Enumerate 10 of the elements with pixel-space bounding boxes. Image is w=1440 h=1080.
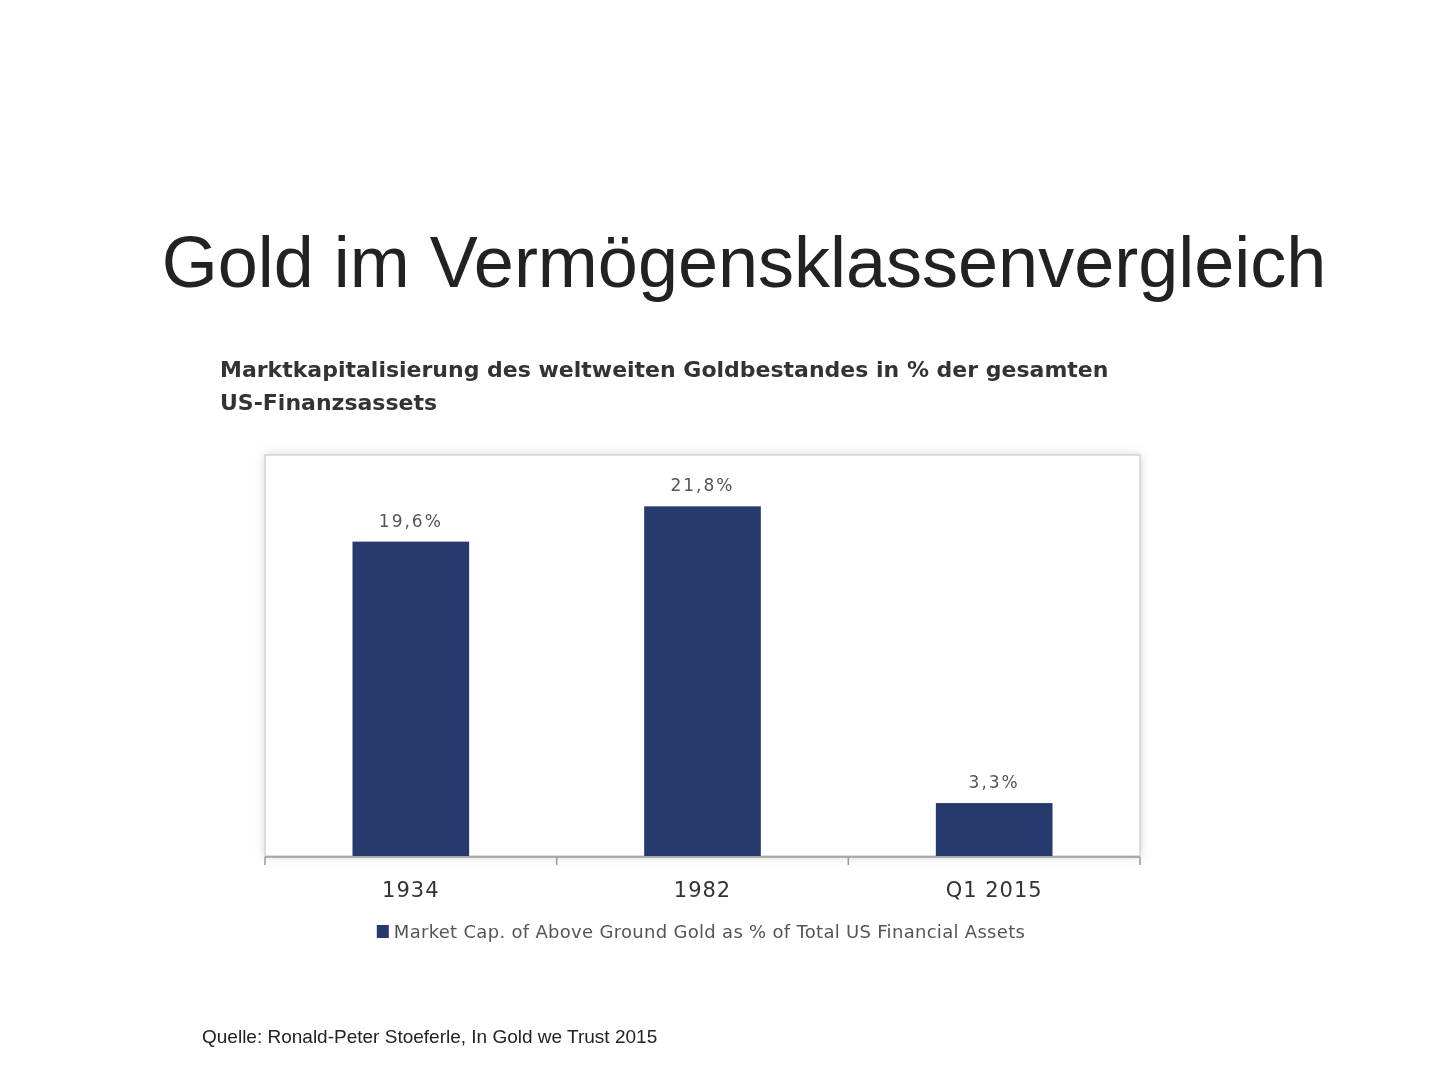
- legend-label: Market Cap. of Above Ground Gold as % of Total US Financial Assets: [393, 921, 1026, 942]
- x-tick-label: Q1 2015: [945, 878, 1043, 902]
- source-note: Quelle: Ronald-Peter Stoeferle, In Gold we Trust 2015: [202, 1026, 658, 1047]
- data-label: 3,3%: [968, 772, 1020, 793]
- chart-title: Gold im Vermögensklassenvergleich: [161, 222, 1327, 302]
- data-label: 19,6%: [378, 510, 443, 531]
- x-tick-label: 1982: [673, 878, 732, 902]
- chart-subtitle: Marktkapitalisierung des weltweiten Goldbestandes in % der gesamten US-Finanzsassets: [220, 357, 1109, 415]
- data-label: 21,8%: [670, 475, 735, 496]
- x-tick-label: 1934: [382, 878, 440, 902]
